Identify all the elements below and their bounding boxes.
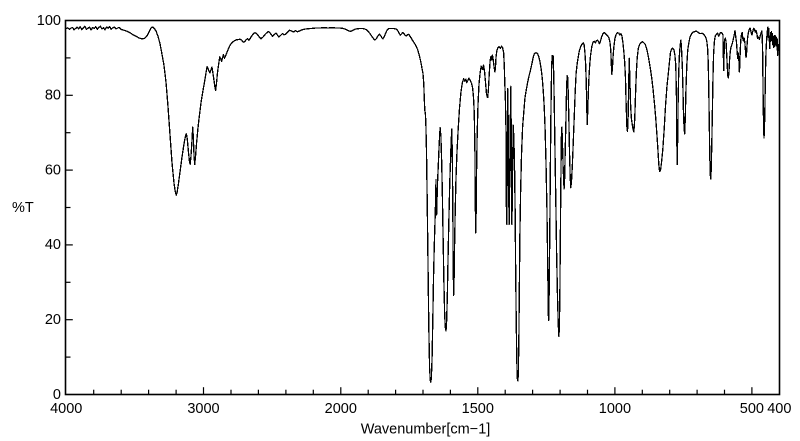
svg-text:%T: %T <box>12 200 34 216</box>
svg-text:80: 80 <box>45 88 61 104</box>
svg-text:2000: 2000 <box>325 401 357 417</box>
svg-text:500: 500 <box>740 401 764 417</box>
svg-text:20: 20 <box>45 312 61 328</box>
svg-text:400: 400 <box>767 401 791 417</box>
svg-text:1500: 1500 <box>462 401 494 417</box>
svg-text:60: 60 <box>45 162 61 178</box>
svg-text:Wavenumber[cm−1]: Wavenumber[cm−1] <box>361 422 491 438</box>
svg-text:4000: 4000 <box>50 401 82 417</box>
svg-text:3000: 3000 <box>187 401 219 417</box>
svg-text:100: 100 <box>37 13 61 29</box>
svg-text:0: 0 <box>53 387 61 403</box>
svg-text:1000: 1000 <box>599 401 631 417</box>
svg-text:40: 40 <box>45 237 61 253</box>
